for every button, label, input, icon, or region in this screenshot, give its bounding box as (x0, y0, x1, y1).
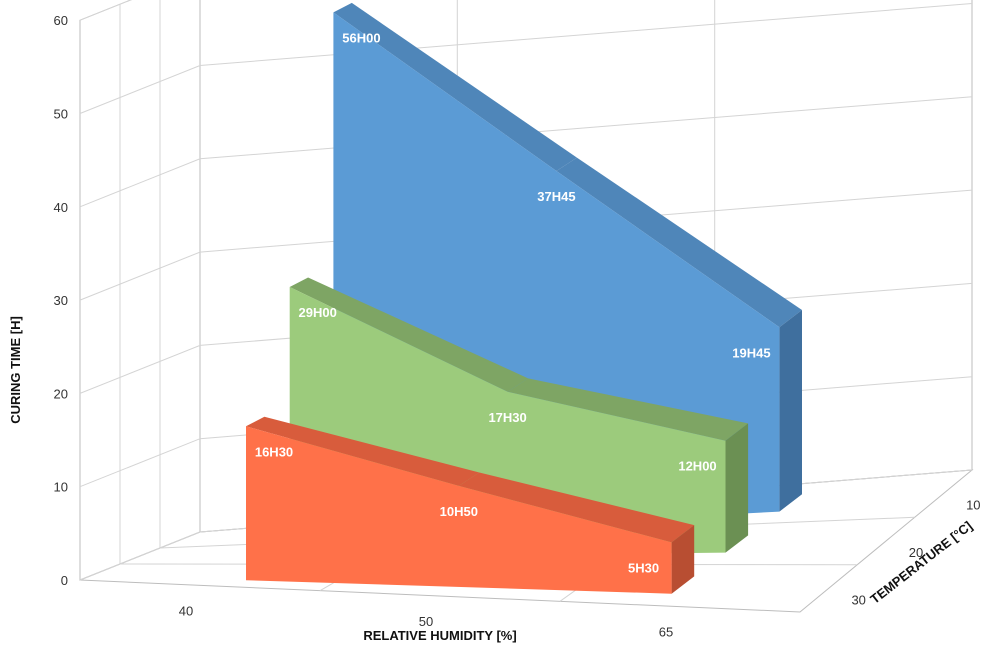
x-tick-label: 50 (419, 614, 433, 629)
z-tick-label: 10 (966, 498, 980, 513)
chart-series (246, 2, 802, 594)
data-label: 12H00 (678, 459, 716, 474)
y-tick-label: 50 (54, 107, 68, 122)
left-wall (79, 0, 201, 581)
series-top-face (507, 378, 749, 441)
z-axis-title: TEMPERATURE [°C] (867, 518, 975, 607)
z-tick-label: 30 (851, 592, 865, 607)
series-top-face (289, 277, 529, 392)
data-label: 37H45 (537, 189, 575, 204)
y-tick-label: 30 (54, 293, 68, 308)
y-tick-label: 0 (61, 573, 68, 588)
data-label: 5H30 (628, 560, 659, 575)
data-label: 16H30 (255, 444, 293, 459)
data-label: 10H50 (440, 504, 478, 519)
series-side-face (671, 525, 695, 594)
y-gridline (79, 3, 973, 114)
data-label: 56H00 (342, 30, 380, 45)
series-top-face (458, 472, 695, 543)
chart-labels: 0 10 20 30 40 50 60 40 50 65 10 20 30 56H00 37H45 19H45… (54, 13, 981, 640)
z-tick-label: 20 (909, 545, 923, 560)
series-top-face (556, 157, 802, 328)
y-axis-title: CURING TIME [H] (8, 316, 23, 424)
series-30 (246, 416, 695, 594)
y-tick-label: 20 (54, 386, 68, 401)
series-side-face (779, 310, 802, 512)
series-side-face (725, 423, 749, 553)
data-label: 29H00 (299, 305, 337, 320)
series-top-face (246, 416, 480, 486)
x-axis-title: RELATIVE HUMIDITY [%] (363, 628, 516, 643)
y-tick-label: 40 (54, 200, 68, 215)
x-tick-label: 65 (659, 625, 673, 640)
data-label: 19H45 (732, 345, 770, 360)
y-tick-label: 10 (54, 480, 68, 495)
y-tick-label: 60 (54, 13, 68, 28)
data-label: 17H30 (488, 410, 526, 425)
x-tick-label: 40 (179, 603, 193, 618)
series-front-face (246, 426, 672, 594)
series-top-face (333, 2, 577, 172)
y-gridline (79, 0, 132, 21)
